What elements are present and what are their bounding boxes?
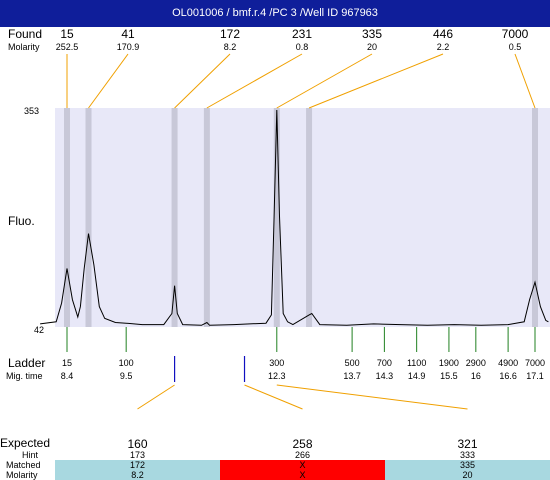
found-label: Found [8,27,42,41]
expected-label: Expected [0,436,50,450]
found-connector [514,53,536,109]
ladder-size-label: 100 [119,358,134,368]
peak-band [532,108,538,327]
ladder-label: Ladder [8,356,45,370]
found-size-label: 41 [121,27,135,41]
expected-connectors [137,384,468,410]
y-tick-max: 353 [24,106,39,116]
hint-value: 266 [295,450,310,460]
fluorescence-trace [40,109,549,326]
found-size-label: 231 [292,27,312,41]
found-size-label: 172 [220,27,240,41]
mig-time-label: Mig. time [6,371,43,381]
found-molarity-label: 0.5 [509,42,522,52]
found-molarity-label: 8.2 [224,42,237,52]
ladder-time-label: 17.1 [526,371,544,381]
peak-band [273,108,280,327]
ladder-size-label: 7000 [525,358,545,368]
found-molarity-label: 252.5 [56,42,79,52]
electropherogram-chart: Found Molarity Fluo. Ladder Mig. time Ex… [0,27,550,480]
matched-cell [220,460,385,480]
hint-value: 333 [460,450,475,460]
expected-size: 321 [457,437,477,451]
hint-value: 173 [130,450,145,460]
matched-cell [385,460,550,480]
ladder-size-label: 700 [377,358,392,368]
matched-cell [55,460,220,480]
peak-band [85,108,92,327]
ladder-time-label: 16 [471,371,481,381]
expected-size: 258 [292,437,312,451]
molarity-row-label: Molarity [6,470,38,480]
ladder-time-label: 15.5 [440,371,458,381]
found-molarity-label: 170.9 [117,42,140,52]
ladder-ticks: 15 8.4 100 9.5 300 12.3 500 13.7 700 14.3 1100 14.9… [61,327,545,381]
ladder-size-label: 15 [62,358,72,368]
found-connector [206,53,303,109]
ladder-time-label: 12.3 [268,371,286,381]
peak-bands [64,108,538,327]
hint-label: Hint [22,450,39,460]
expected-markers [173,356,246,382]
ladder-size-label: 300 [269,358,284,368]
found-molarity-label: 2.2 [437,42,450,52]
ladder-time-label: 13.7 [343,371,361,381]
peak-band [64,108,70,327]
found-connectors [66,53,536,109]
molarity-value: X [299,470,305,480]
matched-value: 335 [460,460,475,470]
found-connector [308,53,444,109]
found-molarity-label: 20 [367,42,377,52]
ladder-time-label: 14.3 [376,371,394,381]
found-connector [174,53,231,109]
found-connector [88,53,129,109]
peak-band [306,108,313,327]
ladder-time-label: 9.5 [120,371,133,381]
sample-title: OL001006 / bmf.r.4 /PC 3 /Well ID 967963 [0,0,550,27]
molarity-value: 8.2 [131,470,144,480]
found-molarity-label: 0.8 [296,42,309,52]
molarity-label: Molarity [8,42,40,52]
peak-band [171,108,178,327]
molarity-value: 20 [462,470,472,480]
ladder-time-label: 16.6 [499,371,517,381]
found-size-label: 15 [60,27,74,41]
expected-connector [276,384,468,410]
ladder-size-label: 1900 [439,358,459,368]
expected-size: 160 [127,437,147,451]
y-tick-min: 42 [34,325,44,335]
matched-value: 172 [130,460,145,470]
found-connector [276,53,373,109]
peak-band [203,108,210,327]
ladder-size-label: 1100 [407,358,426,368]
ladder-time-label: 8.4 [61,371,74,381]
ladder-size-label: 500 [345,358,360,368]
ladder-size-label: 2900 [466,358,486,368]
ladder-time-label: 14.9 [408,371,426,381]
found-size-label: 7000 [502,27,529,41]
expected-connector [244,384,303,410]
ladder-size-label: 4900 [498,358,518,368]
found-size-label: 446 [433,27,453,41]
found-size-label: 335 [362,27,382,41]
matched-value: X [299,460,305,470]
expected-connector [137,384,175,410]
fluo-label: Fluo. [8,214,35,228]
plot-area [55,108,550,327]
matched-label: Matched [6,460,41,470]
